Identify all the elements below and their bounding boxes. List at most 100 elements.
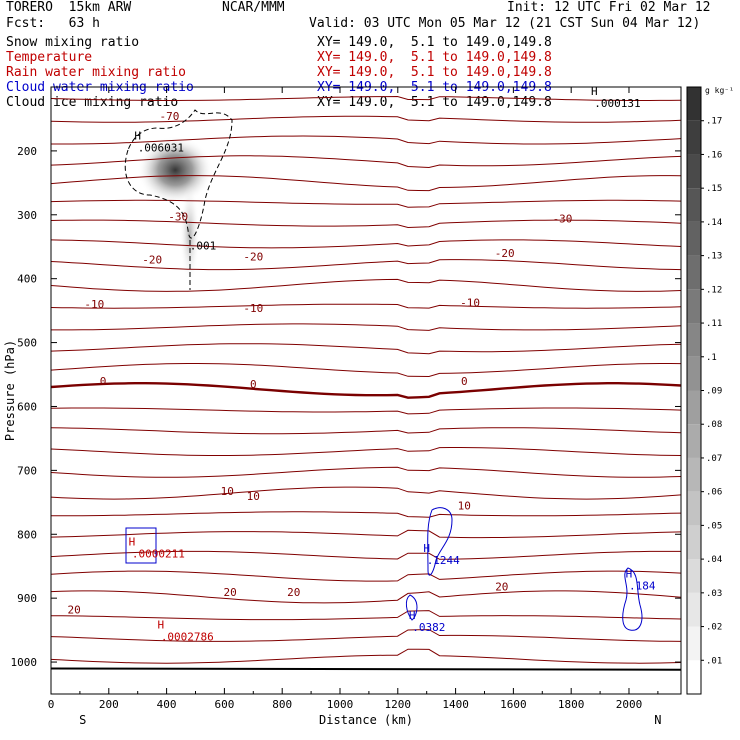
colorbar-cell (687, 559, 701, 593)
colorbar-tick-label: .17 (706, 117, 722, 127)
colorbar-cell (687, 289, 701, 323)
isotherm-line (51, 304, 681, 308)
ground-line (51, 668, 681, 669)
y-tick-label: 800 (17, 528, 37, 541)
colorbar-cell (687, 391, 701, 425)
colorbar-tick-label: .07 (706, 454, 722, 464)
x-tick-label: 1800 (558, 698, 585, 711)
colorbar-tick-label: .16 (706, 150, 722, 160)
colorbar-cell (687, 87, 701, 121)
x-tick-label: 2000 (616, 698, 643, 711)
maximum-value: .0000211 (132, 547, 185, 560)
isotherm-line (51, 383, 681, 398)
y-axis-label: Pressure (hPa) (3, 340, 17, 441)
maximum-value: .000131 (594, 97, 640, 110)
isotherm-label: -10 (84, 298, 104, 311)
y-tick-label: 1000 (11, 656, 38, 669)
isotherm-line (51, 200, 681, 207)
y-tick-label: 900 (17, 592, 37, 605)
colorbar-cell (687, 323, 701, 357)
colorbar-tick-label: .05 (706, 521, 722, 531)
isotherm-line (51, 408, 681, 414)
isotherm-label: -30 (553, 213, 573, 226)
isotherm-line (51, 571, 681, 581)
isotherm-line (51, 467, 681, 477)
maximum-value: .184 (629, 579, 656, 592)
isotherm-line (51, 591, 681, 603)
x-tick-label: 1600 (500, 698, 527, 711)
y-tick-label: 600 (17, 400, 37, 413)
maximum-value: .0382 (412, 621, 445, 634)
colorbar-cell (687, 593, 701, 627)
x-tick-label: 400 (157, 698, 177, 711)
isotherm-line (51, 344, 681, 354)
isotherm-label: -20 (495, 247, 515, 260)
colorbar-cell (687, 492, 701, 526)
colorbar-tick-label: .15 (706, 184, 722, 194)
isotherm-label: -20 (142, 254, 162, 267)
isotherm-line (51, 649, 681, 663)
colorbar-tick-label: .13 (706, 252, 722, 262)
y-tick-label: 500 (17, 337, 37, 350)
isotherm-label: -30 (168, 211, 188, 224)
isotherm-line (51, 240, 681, 248)
isotherm-line (51, 611, 681, 620)
isotherm-label: 10 (247, 490, 260, 503)
isotherm-line (51, 512, 681, 517)
x-tick-label: 1000 (327, 698, 354, 711)
colorbar-cell (687, 660, 701, 694)
x-tick-label: 1400 (442, 698, 469, 711)
y-tick-label: 200 (17, 145, 37, 158)
isotherm-line (51, 97, 681, 101)
isotherm-label: 0 (250, 378, 257, 391)
colorbar-tick-label: .01 (706, 656, 722, 666)
isotherm-label: 20 (224, 586, 237, 599)
isotherm-label: 20 (495, 581, 508, 594)
isotherm-label: -10 (460, 296, 480, 309)
isotherm-label: 20 (67, 604, 80, 617)
colorbar-tick-label: .11 (706, 319, 722, 329)
y-tick-label: 300 (17, 209, 37, 222)
isotherm-line (51, 530, 681, 537)
colorbar-cell (687, 188, 701, 222)
maximum-value: .0002786 (161, 630, 214, 643)
isotherm-label: -20 (243, 250, 263, 263)
isotherm-label: 10 (221, 485, 234, 498)
colorbar-tick-label: .14 (706, 218, 722, 228)
isotherm-line (51, 487, 681, 499)
colorbar-tick-label: .02 (706, 623, 722, 633)
colorbar-tick-label: .03 (706, 589, 722, 599)
colorbar-tick-label: .08 (706, 420, 722, 430)
isotherm-line (51, 116, 681, 122)
colorbar-cell (687, 357, 701, 391)
isotherm-line (51, 448, 681, 456)
colorbar-cell (687, 154, 701, 188)
isotherm-label: 0 (100, 375, 107, 388)
isotherm-line (51, 324, 681, 331)
isotherm-label: -70 (160, 110, 180, 123)
isotherm-label: 10 (458, 500, 471, 513)
isotherm-line (51, 279, 681, 291)
colorbar-cell (687, 424, 701, 458)
isotherm-label: -10 (243, 302, 263, 315)
isotherm-label: 0 (461, 375, 468, 388)
isotherm-line (51, 630, 681, 642)
colorbar-tick-label: .04 (706, 555, 722, 565)
isotherm-line (51, 428, 681, 434)
colorbar-tick-label: .06 (706, 488, 722, 498)
y-tick-label: 400 (17, 273, 37, 286)
colorbar-unit: g kg⁻¹ (705, 86, 734, 95)
colorbar-cell (687, 121, 701, 155)
x-tick-label: 800 (272, 698, 292, 711)
x-tick-label: 600 (214, 698, 234, 711)
x-tick-label: 1200 (385, 698, 412, 711)
isotherm-line (51, 220, 681, 227)
colorbar-cell (687, 458, 701, 492)
colorbar-tick-label: .09 (706, 387, 722, 397)
x-axis-label: Distance (km) (319, 713, 413, 727)
y-tick-label: 700 (17, 464, 37, 477)
colorbar-cell (687, 222, 701, 256)
x-tick-label: 0 (48, 698, 55, 711)
colorbar-tick-label: .12 (706, 285, 722, 295)
